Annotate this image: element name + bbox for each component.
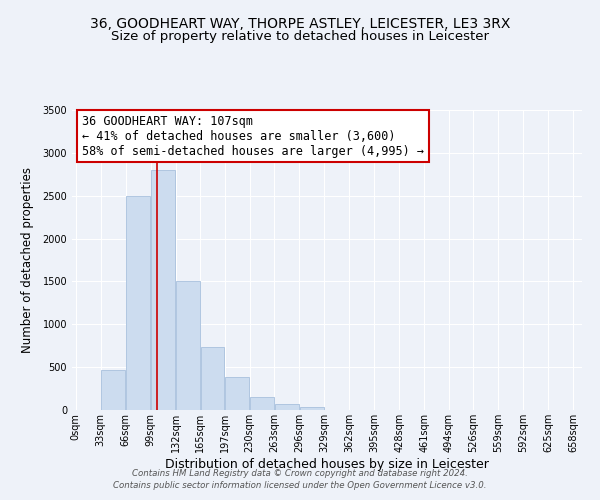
- Bar: [126, 196, 150, 410]
- Bar: [275, 404, 299, 410]
- Bar: [176, 282, 200, 410]
- Bar: [101, 370, 125, 410]
- Text: Contains HM Land Registry data © Crown copyright and database right 2024.: Contains HM Land Registry data © Crown c…: [132, 468, 468, 477]
- Text: Contains public sector information licensed under the Open Government Licence v3: Contains public sector information licen…: [113, 481, 487, 490]
- Y-axis label: Number of detached properties: Number of detached properties: [21, 167, 34, 353]
- Text: 36 GOODHEART WAY: 107sqm
← 41% of detached houses are smaller (3,600)
58% of sem: 36 GOODHEART WAY: 107sqm ← 41% of detach…: [82, 114, 424, 158]
- Bar: [225, 376, 249, 410]
- Bar: [300, 408, 324, 410]
- Text: Size of property relative to detached houses in Leicester: Size of property relative to detached ho…: [111, 30, 489, 43]
- Bar: [151, 170, 175, 410]
- Bar: [201, 348, 224, 410]
- Bar: [250, 397, 274, 410]
- X-axis label: Distribution of detached houses by size in Leicester: Distribution of detached houses by size …: [165, 458, 489, 470]
- Text: 36, GOODHEART WAY, THORPE ASTLEY, LEICESTER, LE3 3RX: 36, GOODHEART WAY, THORPE ASTLEY, LEICES…: [90, 18, 510, 32]
